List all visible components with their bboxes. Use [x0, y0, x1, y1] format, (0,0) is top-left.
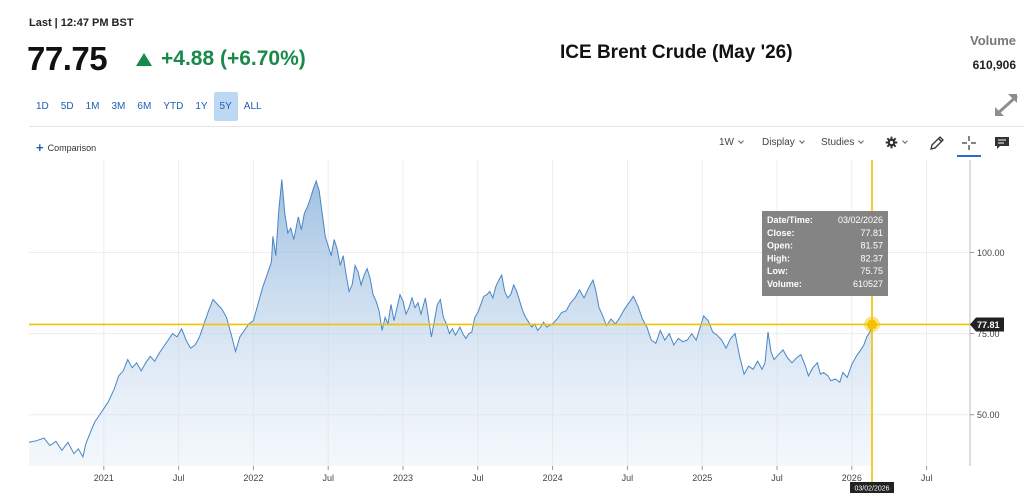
tooltip-row-label: Close:: [767, 228, 795, 238]
range-selector: 1D 5D 1M 3M 6M YTD 1Y 5Y ALL: [30, 92, 268, 121]
y-tick-label: 75.00: [977, 329, 1000, 339]
tooltip-row-value: 75.75: [860, 266, 883, 276]
comparison-label: Comparison: [47, 142, 97, 153]
tooltip-row-value: 82.37: [860, 253, 883, 263]
volume-label: Volume: [970, 33, 1016, 48]
tooltip-row-label: Open:: [767, 241, 793, 251]
y-tick-label: 100.00: [977, 248, 1005, 258]
crosshair-price-label: 77.81: [977, 320, 1000, 330]
range-button-5d[interactable]: 5D: [60, 101, 74, 112]
interval-label: 1W: [719, 137, 734, 148]
tooltip-row-label: Volume:: [767, 279, 802, 289]
price-area-fill: [29, 179, 872, 466]
tooltip-row-value: 81.57: [860, 241, 883, 251]
x-tick-label: 2021: [94, 473, 114, 483]
range-button-1d[interactable]: 1D: [36, 101, 49, 112]
y-tick-label: 50.00: [977, 410, 1000, 420]
crosshair-point: [867, 319, 878, 330]
range-button-5y[interactable]: 5Y: [213, 92, 238, 121]
x-tick-label: Jul: [771, 473, 783, 483]
tooltip-row-label: High:: [767, 253, 790, 263]
pencil-icon[interactable]: [928, 134, 946, 152]
crosshair-active-indicator: [957, 155, 981, 157]
x-tick-label: Jul: [322, 473, 334, 483]
crosshair-price-tag: [970, 317, 1004, 332]
x-tick-label: Jul: [472, 473, 484, 483]
tooltip-box: [762, 211, 888, 296]
x-tick-label: 2022: [243, 473, 263, 483]
gear-icon: [885, 136, 898, 149]
tooltip-row-label: Low:: [767, 266, 788, 276]
x-tick-label: Jul: [622, 473, 634, 483]
triangle-up-icon: [136, 52, 152, 66]
x-tick-label: 2025: [692, 473, 712, 483]
range-button-1m[interactable]: 1M: [85, 101, 100, 112]
x-tick-label: 2023: [393, 473, 413, 483]
comment-icon[interactable]: [993, 134, 1011, 152]
expand-arrows-icon[interactable]: [993, 92, 1021, 118]
tooltip-row-label: Date/Time:: [767, 215, 813, 225]
price-change-value: +4.88 (+6.70%): [161, 47, 306, 70]
range-button-all[interactable]: ALL: [243, 101, 262, 112]
header-divider: [29, 126, 1024, 127]
price-change: +4.88 (+6.70%): [136, 47, 306, 71]
instrument-title: ICE Brent Crude (May '26): [560, 42, 793, 63]
volume-value: 610,906: [972, 58, 1016, 72]
x-tick-label: 2026: [842, 473, 862, 483]
tooltip-row-value: 03/02/2026: [838, 215, 883, 225]
settings-dropdown[interactable]: [885, 136, 908, 149]
x-tick-label: Jul: [921, 473, 933, 483]
last-update-label: Last | 12:47 PM BST: [29, 17, 134, 29]
range-button-1y[interactable]: 1Y: [195, 101, 208, 112]
tooltip-row-value: 77.81: [860, 228, 883, 238]
last-price: 77.75: [27, 40, 108, 77]
plus-icon: +: [36, 140, 44, 155]
studies-dropdown[interactable]: Studies: [821, 137, 865, 148]
x-tick-label: Jul: [173, 473, 185, 483]
range-button-6m[interactable]: 6M: [137, 101, 152, 112]
crosshair-date-tag: [850, 482, 895, 493]
crosshair-date-label: 03/02/2026: [854, 486, 889, 493]
range-button-ytd[interactable]: YTD: [163, 101, 184, 112]
x-tick-label: 2024: [543, 473, 563, 483]
interval-dropdown[interactable]: 1W: [719, 137, 744, 148]
price-line: [28, 179, 873, 459]
display-label: Display: [762, 137, 795, 148]
comparison-button[interactable]: + Comparison: [36, 140, 96, 155]
studies-label: Studies: [821, 137, 855, 148]
range-button-3m[interactable]: 3M: [111, 101, 126, 112]
display-dropdown[interactable]: Display: [762, 137, 805, 148]
crosshair-icon[interactable]: [960, 134, 978, 152]
tooltip-row-value: 610527: [853, 279, 883, 289]
